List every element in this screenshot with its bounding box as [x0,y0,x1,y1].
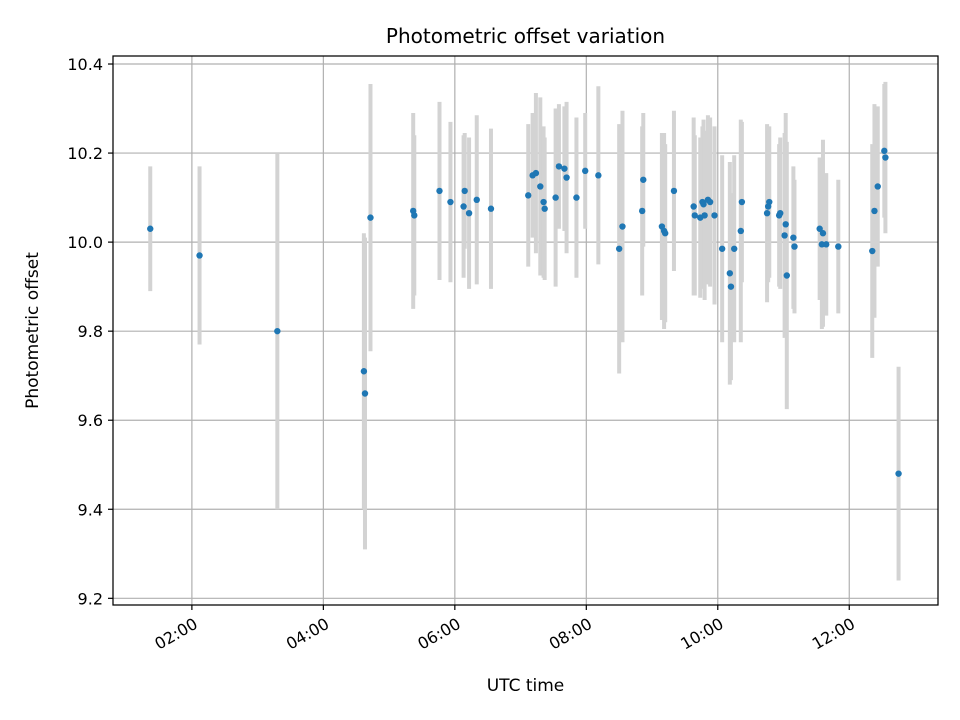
data-point [573,194,580,201]
x-tick-label: 12:00 [809,614,858,654]
x-tick-label: 02:00 [151,614,200,654]
data-point [487,205,495,212]
data-point [552,194,559,201]
data-point [718,245,726,252]
data-point [731,245,738,252]
data-point [727,283,735,290]
data-point [661,230,669,237]
data-point [436,187,443,195]
data-point [823,241,830,248]
data-point [615,245,623,252]
data-point [726,270,734,277]
data-point [561,165,568,172]
data-point [781,232,788,239]
data-point [460,203,467,210]
data-point [791,243,798,250]
x-tick-label: 10:00 [677,614,726,654]
data-point [700,201,707,208]
y-tick-label: 9.8 [78,322,103,341]
data-point [819,230,827,237]
x-tick-label: 08:00 [546,614,595,654]
data-point [691,212,698,219]
data-point [537,183,544,190]
data-point [882,154,889,161]
data-point [461,187,468,195]
data-point [871,207,878,215]
data-point [465,209,473,217]
data-point [711,212,718,219]
data-point [670,187,678,195]
data-point [582,167,589,175]
data-point [367,214,374,221]
data-point [361,390,369,397]
data-point [196,252,203,259]
x-axis-label: UTC time [487,676,565,696]
data-point [274,327,281,335]
data-point [783,272,791,279]
y-tick-label: 10.2 [67,144,103,163]
data-point [540,198,547,206]
data-point [869,247,876,255]
data-point [895,470,902,477]
data-point [766,198,773,206]
y-axis-label: Photometric offset [23,252,43,409]
data-point [447,198,454,206]
y-tick-label: 9.4 [78,500,103,519]
data-point [706,198,714,206]
data-point [640,176,647,183]
data-point [816,225,823,232]
data-point [555,163,563,170]
data-point [790,234,797,241]
grid-lines [113,56,938,605]
data-point [147,225,154,232]
data-point [563,174,570,181]
data-point [737,227,744,235]
data-point [532,169,540,177]
x-tick-label: 06:00 [414,614,463,654]
plot-frame [112,55,939,606]
data-point [619,223,626,230]
data-point [874,183,881,190]
y-tick-label: 10.4 [67,55,103,74]
data-point [638,207,646,215]
data-point [360,368,368,375]
data-point [411,212,418,219]
data-point [473,196,480,204]
x-tick-label: 04:00 [283,614,332,654]
data-point [525,192,532,199]
y-tick-label: 10.0 [67,233,103,252]
data-point [777,209,784,217]
data-point [541,205,548,212]
data-point [738,198,746,206]
data-point [782,221,789,228]
data-point [595,172,602,179]
data-points [147,147,902,477]
y-tick-label: 9.2 [78,589,103,608]
data-point [881,147,888,155]
data-point [818,241,826,248]
chart-title: Photometric offset variation [386,24,665,48]
y-tick-label: 9.6 [78,411,103,430]
data-point [835,243,842,250]
data-point [690,203,697,210]
data-point [701,212,708,219]
data-point [763,209,771,217]
